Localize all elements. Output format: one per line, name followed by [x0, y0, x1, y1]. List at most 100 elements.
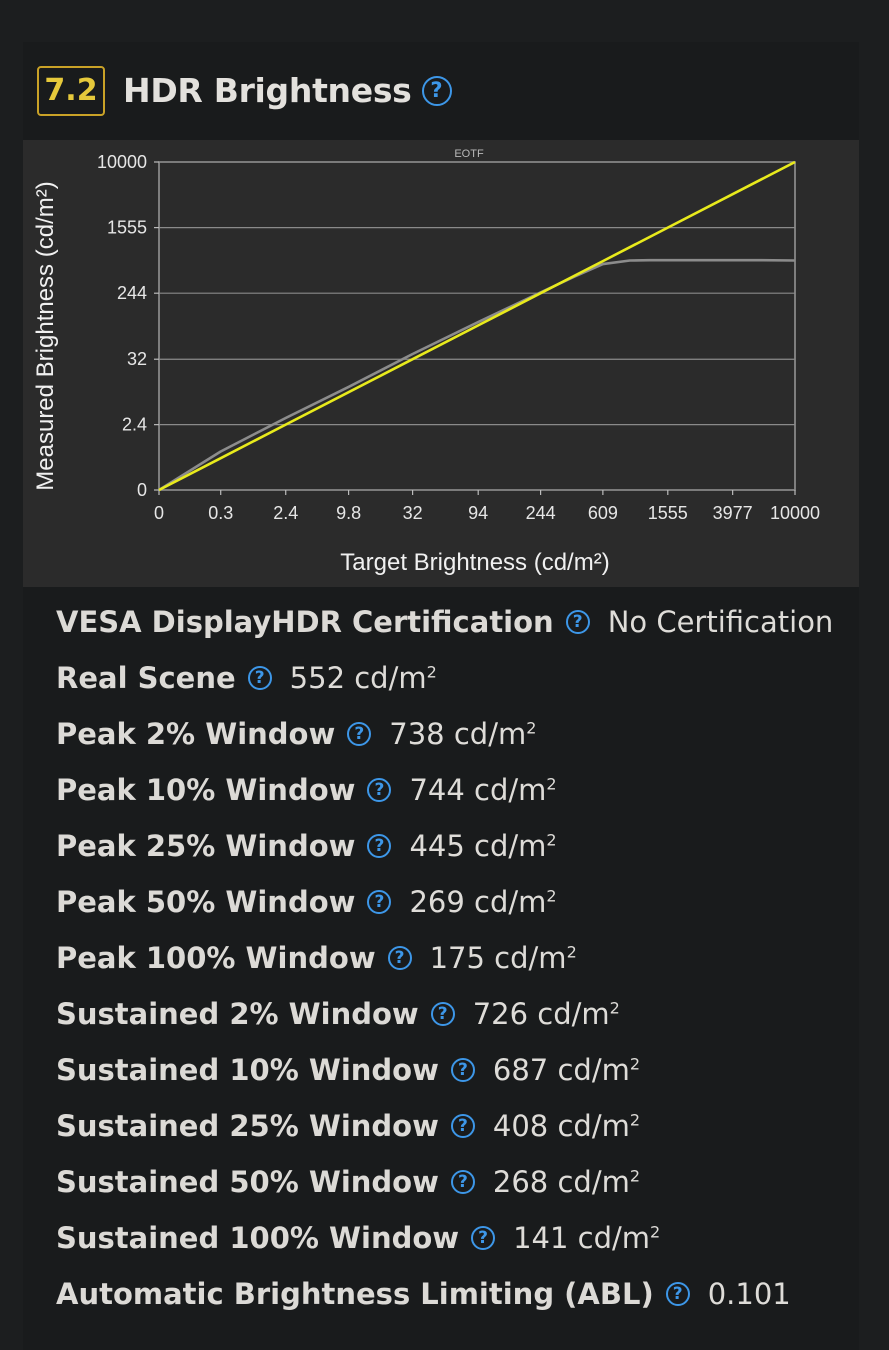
- series-target-line: [158, 160, 796, 492]
- y-tick-label: 1555: [107, 218, 147, 238]
- metric-value-text: 269 cd/m: [409, 885, 547, 919]
- metric-label: Sustained 10% Window: [56, 1053, 439, 1087]
- metric-label: Peak 100% Window: [56, 941, 376, 975]
- metric-value-text: 744 cd/m: [409, 773, 547, 807]
- help-icon[interactable]: ?: [450, 1170, 475, 1194]
- help-icon[interactable]: ?: [367, 834, 392, 858]
- metric-row: VESA DisplayHDR Certification? No Certifi…: [56, 594, 859, 650]
- metric-value: No Certification: [608, 605, 834, 639]
- metric-row: Peak 25% Window? 445 cd/m2: [56, 818, 859, 874]
- metric-row: Peak 100% Window? 175 cd/m2: [56, 930, 859, 986]
- metric-row: Sustained 10% Window? 687 cd/m2: [56, 1042, 859, 1098]
- metric-row: Automatic Brightness Limiting (ABL)? 0.10…: [56, 1266, 859, 1322]
- help-icon[interactable]: ?: [367, 778, 392, 802]
- y-tick-label: 10000: [97, 152, 147, 172]
- metric-label: Real Scene: [56, 661, 236, 695]
- metric-label: Peak 10% Window: [56, 773, 356, 807]
- metric-unit-exponent: 2: [546, 830, 557, 850]
- help-icon[interactable]: ?: [665, 1282, 690, 1306]
- metric-unit-exponent: 2: [629, 1110, 641, 1130]
- metric-value-text: 175 cd/m: [429, 941, 567, 975]
- x-tick-label: 10000: [770, 503, 820, 523]
- metric-row: Sustained 100% Window? 141 cd/m2: [56, 1210, 859, 1266]
- metric-label: Peak 50% Window: [56, 885, 356, 919]
- x-tick-label: 609: [588, 503, 618, 523]
- metric-unit-exponent: 2: [609, 998, 620, 1018]
- metric-unit-exponent: 2: [566, 942, 577, 962]
- x-tick-label: 1555: [648, 503, 688, 523]
- metric-value: 738 cd/m2: [389, 717, 536, 751]
- y-tick-label: 244: [117, 283, 147, 303]
- metric-value: 408 cd/m2: [493, 1109, 640, 1143]
- y-tick-label: 2.4: [122, 415, 147, 435]
- x-tick-label: 3977: [713, 503, 753, 523]
- metric-row: Real Scene? 552 cd/m2: [56, 650, 859, 706]
- help-icon[interactable]: ?: [387, 946, 412, 970]
- hdr-brightness-card: 7.2 HDR Brightness ? EOTF 0 2.4 32 244 1555 10…: [23, 42, 859, 1350]
- metric-label: Automatic Brightness Limiting (ABL): [56, 1277, 654, 1311]
- metric-value-text: 445 cd/m: [409, 829, 547, 863]
- metric-value: 726 cd/m2: [473, 997, 620, 1031]
- help-icon[interactable]: ?: [450, 1114, 475, 1138]
- metric-unit-exponent: 2: [650, 1222, 661, 1242]
- chart-title: EOTF: [454, 148, 484, 160]
- section-title: HDR Brightness: [123, 71, 412, 110]
- help-icon[interactable]: ?: [367, 890, 392, 914]
- metric-value: 687 cd/m2: [493, 1053, 640, 1087]
- help-icon[interactable]: ?: [471, 1226, 496, 1250]
- metric-value-text: 0.101: [707, 1277, 791, 1311]
- metric-row: Peak 10% Window? 744 cd/m2: [56, 762, 859, 818]
- help-icon[interactable]: ?: [347, 722, 372, 746]
- metric-unit-exponent: 2: [546, 886, 557, 906]
- eotf-chart: EOTF 0 2.4 32 244 1555 10000 0 0.3 2.4 9.8 32 94 244 6…: [23, 140, 859, 587]
- metric-label: Sustained 50% Window: [56, 1165, 439, 1199]
- metric-value-text: 268 cd/m: [492, 1165, 630, 1199]
- metric-value-text: No Certification: [607, 605, 834, 639]
- metric-label: Peak 25% Window: [56, 829, 356, 863]
- x-tick-label: 94: [468, 503, 488, 523]
- metric-unit-exponent: 2: [426, 662, 437, 682]
- y-tick-label: 32: [127, 349, 147, 369]
- score-badge: 7.2: [37, 65, 105, 116]
- eotf-chart-svg: EOTF 0 2.4 32 244 1555 10000 0 0.3 2.4 9.8 32 94 244 6…: [32, 148, 820, 576]
- metric-label: Sustained 100% Window: [56, 1221, 460, 1255]
- x-tick-label: 9.8: [336, 503, 361, 523]
- metric-label: Sustained 2% Window: [56, 997, 419, 1031]
- metric-row: Sustained 50% Window? 268 cd/m2: [56, 1154, 859, 1210]
- metric-row: Peak 50% Window? 269 cd/m2: [56, 874, 859, 930]
- metric-value: 269 cd/m2: [409, 885, 556, 919]
- metric-value: 744 cd/m2: [409, 773, 556, 807]
- help-icon[interactable]: ?: [450, 1058, 475, 1082]
- y-tick-label: 0: [137, 480, 147, 500]
- x-tick-label: 0: [154, 503, 164, 523]
- metric-value-text: 726 cd/m: [472, 997, 610, 1031]
- metric-row: Peak 2% Window? 738 cd/m2: [56, 706, 859, 762]
- x-tick-label: 32: [403, 503, 423, 523]
- metric-label: Peak 2% Window: [56, 717, 336, 751]
- metric-value: 552 cd/m2: [290, 661, 437, 695]
- metric-unit-exponent: 2: [629, 1166, 641, 1186]
- metric-value-text: 408 cd/m: [492, 1109, 630, 1143]
- metric-row: Sustained 2% Window? 726 cd/m2: [56, 986, 859, 1042]
- help-icon[interactable]: ?: [421, 75, 452, 106]
- metric-value-text: 687 cd/m: [492, 1053, 630, 1087]
- metrics-list: VESA DisplayHDR Certification? No Certifi…: [56, 594, 859, 1322]
- metric-value: 175 cd/m2: [430, 941, 577, 975]
- metric-label: Sustained 25% Window: [56, 1109, 439, 1143]
- metric-unit-exponent: 2: [546, 774, 557, 794]
- help-icon[interactable]: ?: [565, 610, 590, 634]
- help-icon[interactable]: ?: [430, 1002, 455, 1026]
- y-axis-label: Measured Brightness (cd/m²): [32, 181, 59, 490]
- series-measured-line: [158, 258, 796, 492]
- metric-value: 0.101: [708, 1277, 791, 1311]
- metric-value: 268 cd/m2: [493, 1165, 640, 1199]
- x-tick-label: 244: [526, 503, 556, 523]
- metric-row: Sustained 25% Window? 408 cd/m2: [56, 1098, 859, 1154]
- metric-label: VESA DisplayHDR Certification: [56, 605, 554, 639]
- metric-value: 445 cd/m2: [409, 829, 556, 863]
- section-header: 7.2 HDR Brightness ?: [37, 63, 452, 118]
- help-icon[interactable]: ?: [247, 666, 272, 690]
- metric-unit-exponent: 2: [629, 1054, 641, 1074]
- x-tick-label: 2.4: [273, 503, 298, 523]
- metric-value: 141 cd/m2: [513, 1221, 660, 1255]
